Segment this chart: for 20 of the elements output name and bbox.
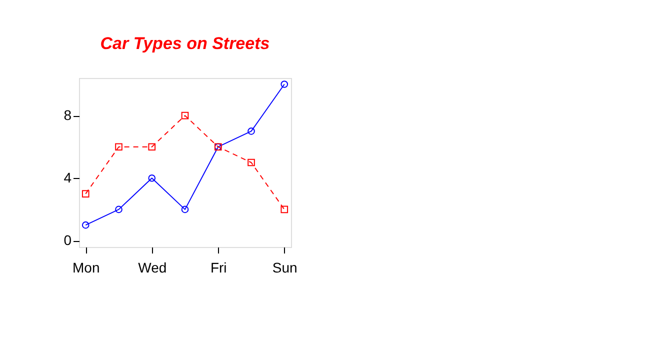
point <box>280 206 288 214</box>
y-tick-label: 8 <box>64 107 72 124</box>
point <box>181 206 189 214</box>
point <box>181 112 189 120</box>
point <box>82 221 90 229</box>
chart-title: Car Types on Streets <box>100 34 270 53</box>
x-tick-label: Wed <box>138 260 167 276</box>
point <box>248 158 255 166</box>
point <box>248 128 255 135</box>
point <box>148 174 156 182</box>
point <box>280 80 288 88</box>
point <box>148 143 156 151</box>
x-tick-label: Sun <box>272 260 298 276</box>
point <box>115 206 122 214</box>
y-tick-label: 0 <box>64 232 72 248</box>
x-tick-label: Mon <box>72 260 100 276</box>
point <box>82 190 90 198</box>
x-tick-label: Fri <box>210 260 227 276</box>
y-tick-label: 4 <box>64 170 72 186</box>
point <box>115 143 122 151</box>
